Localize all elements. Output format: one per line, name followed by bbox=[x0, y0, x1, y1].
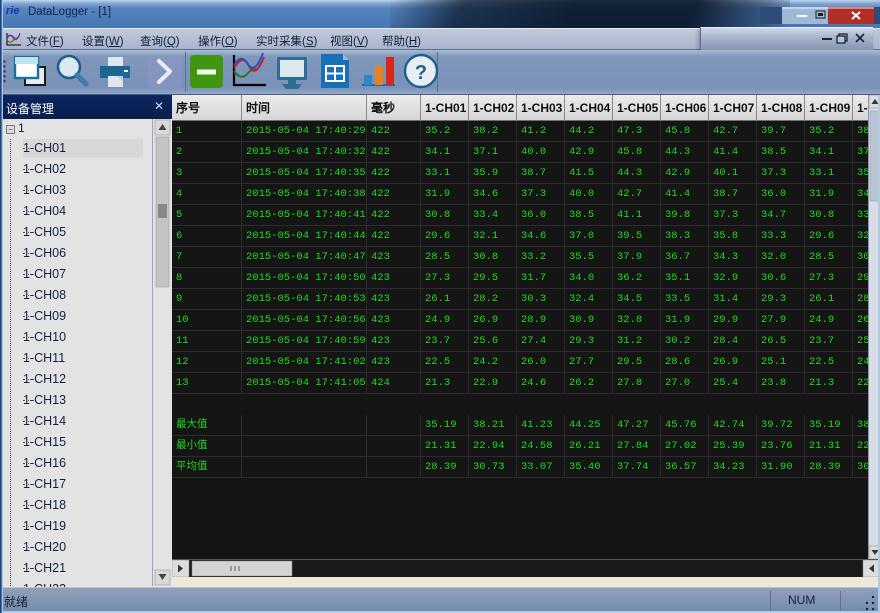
svg-text:?: ? bbox=[415, 62, 427, 84]
